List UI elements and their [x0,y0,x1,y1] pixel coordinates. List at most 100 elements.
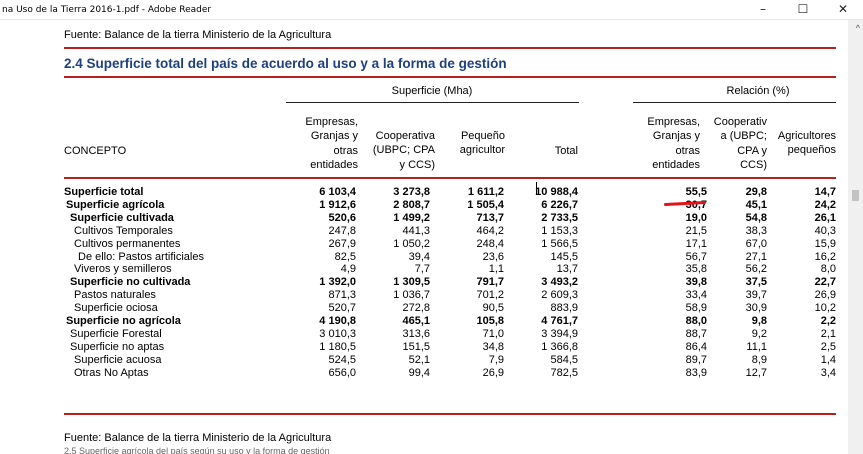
group-rule-superficie [286,102,579,103]
column-header-rel-pequenos: Agricultores pequeños [777,130,836,157]
group-header-relacion: Relación (%) [726,85,790,97]
cell-value: 30,9 [745,302,767,315]
cell-value: 55,5 [685,186,707,198]
column-header-rel-empresas: Empresas, Granjas y otras entidades [647,116,700,172]
minimize-button[interactable]: – [760,2,766,16]
cell-value: 1 566,5 [541,237,578,250]
cell-value: 1 180,5 [319,340,356,353]
column-header-empresas: Empresas, Granjas y otras entidades [305,116,358,172]
scroll-up-icon[interactable]: ^ [855,23,860,33]
cell-value: 6 103,4 [319,186,356,198]
cell-value: 1 153,3 [541,224,578,237]
table-row: Superficie no aptas 1 180,5 151,5 34,8 1 366… [0,341,848,354]
cell-value: 520,6 [328,211,356,224]
table-row: Cultivos Temporales 247,8 441,3 464,2 1 153,… [0,225,848,238]
row-label: Superficie total [64,186,144,198]
cell-value: 35,8 [685,263,707,276]
header-bottom-rule [64,177,836,179]
cell-value: 67,0 [745,237,767,250]
cell-value: 465,1 [402,315,430,327]
cell-value: 782,5 [550,366,578,379]
cell-value: 99,4 [408,366,430,379]
table-row: Superficie no cultivada 1 392,0 1 309,5 791… [0,276,848,289]
table-row: Superficie cultivada 520,6 1 499,2 713,7 2 7… [0,212,848,225]
group-header-superficie: Superficie (Mha) [391,85,473,97]
cell-value: 33,4 [685,289,707,302]
top-divider [64,47,836,49]
cell-value: 54,8 [745,211,767,224]
cell-value: 23,6 [482,250,504,263]
table-row: Superficie Forestal 3 010,3 313,6 71,0 3 394… [0,328,848,341]
row-label: Pastos naturales [74,289,156,302]
row-label: Superficie no agrícola [66,315,181,327]
row-label: Superficie acuosa [74,353,162,366]
cell-value: 1 912,6 [319,198,356,211]
cell-value: 4,9 [340,263,356,276]
cell-value: 2 609,3 [541,289,578,302]
row-label: Viveros y semilleros [74,263,172,276]
cell-value: 524,5 [328,353,356,366]
row-label: Superficie Forestal [70,327,162,340]
cell-value: 82,5 [334,250,356,263]
cell-value: 45,1 [745,198,767,211]
cell-value: 7,7 [414,263,430,276]
column-header-cooperativa: Cooperativa (UBPC; CPA y CCS) [372,130,435,171]
cell-value: 3 394,9 [541,327,578,340]
cell-value: 713,7 [476,211,504,224]
cell-value: 1,4 [820,353,836,366]
cell-value: 248,4 [476,237,504,250]
cell-value: 16,2 [814,250,836,263]
cell-value: 2,2 [820,315,836,327]
cell-value: 2,5 [820,340,836,353]
row-label: Cultivos Temporales [74,224,173,237]
cell-value: 105,8 [476,315,504,327]
cell-value: 71,0 [482,327,504,340]
cell-value: 15,9 [814,237,836,250]
cell-value: 88,0 [685,315,707,327]
cell-value: 3 010,3 [319,327,356,340]
cell-value: 656,0 [328,366,356,379]
cell-value: 1 050,2 [393,237,430,250]
cell-value: 3,4 [820,366,836,379]
close-button[interactable]: ✕ [837,2,849,16]
cell-value: 441,3 [402,224,430,237]
scroll-thumb[interactable] [852,190,859,201]
cell-value: 56,7 [685,250,707,263]
cell-value: 145,5 [550,250,578,263]
cell-value: 6 226,7 [541,198,578,211]
cell-value: 26,1 [814,211,836,224]
cell-value: 1 611,2 [467,186,504,198]
text-cursor [536,182,537,194]
group-rule-relacion [633,102,836,103]
maximize-button[interactable]: ☐ [797,2,809,16]
cell-value: 37,5 [745,276,767,289]
cell-value: 1 309,5 [393,276,430,289]
cell-value: 8,0 [820,263,836,276]
source-note-top: Fuente: Balance de la tierra Ministerio … [64,29,332,41]
cell-value: 40,3 [814,224,836,237]
cell-value: 12,7 [745,366,767,379]
cell-value: 883,9 [550,302,578,315]
cell-value: 791,7 [476,276,504,289]
cell-value: 7,9 [488,353,504,366]
cell-value: 1,1 [488,263,504,276]
cell-value: 39,8 [685,276,707,289]
row-label: Superficie cultivada [70,211,174,224]
cell-value: 9,2 [751,327,767,340]
column-header-concepto: CONCEPTO [64,145,127,157]
column-header-total: Total [554,145,578,157]
vertical-scrollbar[interactable] [848,20,863,454]
table-row: De ello: Pastos artificiales 82,5 39,4 23,6… [0,251,848,264]
table-row: Viveros y semilleros 4,9 7,7 1,1 13,7 35,8 56,… [0,263,848,276]
table-row: Pastos naturales 871,3 1 036,7 701,2 2 609,3… [0,289,848,302]
cell-value: 21,5 [685,224,707,237]
cell-value: 10 988,4 [535,186,578,198]
row-label: Otras No Aptas [74,366,149,379]
table-row: Superficie ociosa 520,7 272,8 90,5 883,9 58,9… [0,302,848,315]
cell-value: 3 493,2 [541,276,578,289]
table-row: Cultivos permanentes 267,9 1 050,2 248,4 1 5… [0,238,848,251]
section-title: 2.4 Superficie total del país de acuerdo… [64,56,507,71]
cell-value: 13,7 [556,263,578,276]
cell-value: 8,9 [751,353,767,366]
cell-value: 38,3 [745,224,767,237]
